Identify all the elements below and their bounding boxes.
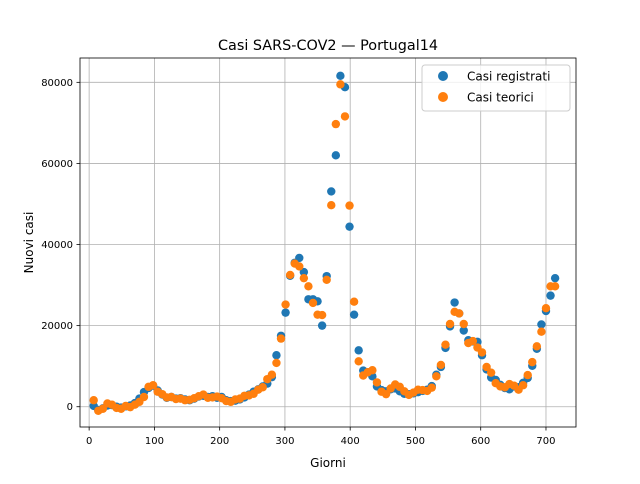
point-casi-teorici	[354, 357, 363, 366]
point-casi-registrati	[550, 273, 560, 283]
point-casi-teorici	[281, 300, 290, 309]
point-casi-teorici	[445, 319, 455, 329]
point-casi-teorici	[148, 381, 158, 390]
point-casi-teorici	[523, 370, 532, 380]
x-tick-label: 0	[86, 436, 92, 447]
y-tick-label: 20000	[41, 321, 73, 332]
point-casi-teorici	[528, 357, 537, 367]
point-casi-teorici	[299, 273, 309, 283]
point-casi-teorici	[258, 383, 267, 392]
y-tick-label: 0	[67, 402, 73, 413]
point-casi-teorici	[331, 119, 341, 129]
point-casi-registrati	[345, 222, 354, 231]
point-casi-registrati	[349, 310, 359, 319]
point-casi-teorici	[482, 362, 491, 372]
legend-marker-casi-teorici	[438, 92, 448, 102]
legend-label-casi-teorici: Casi teorici	[467, 91, 534, 105]
point-casi-registrati	[281, 308, 290, 317]
legend-marker-casi-registrati	[438, 71, 448, 81]
point-casi-teorici	[276, 334, 286, 343]
point-casi-teorici	[459, 319, 468, 329]
point-casi-teorici	[518, 381, 528, 390]
point-casi-registrati	[295, 253, 304, 263]
point-casi-teorici	[427, 383, 436, 392]
x-tick-label: 300	[275, 436, 294, 447]
point-casi-registrati	[331, 151, 341, 160]
point-casi-teorici	[537, 327, 546, 336]
point-casi-teorici	[304, 282, 313, 291]
chart-title: Casi SARS-COV2 — Portugal14	[218, 38, 438, 54]
point-casi-registrati	[336, 71, 345, 81]
point-casi-teorici	[432, 372, 441, 381]
legend-box	[421, 64, 571, 112]
series-1	[89, 80, 560, 415]
legend-label-casi-registrati: Casi registrati	[467, 70, 550, 84]
grid	[80, 58, 576, 427]
point-casi-teorici	[322, 275, 331, 285]
point-casi-registrati	[537, 320, 546, 329]
point-casi-teorici	[285, 270, 295, 280]
point-casi-teorici	[372, 378, 382, 387]
point-casi-registrati	[354, 346, 363, 355]
point-casi-teorici	[272, 358, 281, 368]
x-tick-label: 500	[406, 436, 425, 447]
point-casi-registrati	[299, 267, 309, 277]
point-casi-teorici	[317, 310, 327, 320]
point-casi-teorici	[327, 200, 336, 210]
x-axis-label: Giorni	[310, 456, 346, 470]
axes-frame	[79, 57, 577, 428]
point-casi-teorici	[267, 370, 277, 379]
point-casi-teorici	[477, 348, 487, 357]
point-casi-teorici	[532, 342, 542, 351]
point-casi-registrati	[450, 298, 459, 307]
data-points	[89, 71, 560, 415]
point-casi-registrati	[327, 187, 336, 196]
point-casi-teorici	[550, 282, 560, 291]
x-tick-label: 100	[145, 436, 164, 447]
point-casi-teorici	[436, 360, 446, 370]
point-casi-teorici	[308, 298, 318, 308]
y-axis-ticks: 0 20000 40000 60000 80000	[41, 78, 80, 413]
point-casi-teorici	[441, 340, 450, 349]
x-tick-label: 700	[536, 436, 555, 447]
point-casi-teorici	[381, 389, 391, 399]
point-casi-registrati	[459, 326, 468, 335]
point-casi-teorici	[468, 336, 478, 346]
point-casi-teorici	[368, 366, 377, 375]
x-tick-label: 400	[341, 436, 360, 447]
point-casi-teorici	[89, 396, 98, 405]
y-axis-label: Nuovi casi	[22, 212, 36, 274]
x-tick-label: 200	[210, 436, 229, 447]
y-tick-label: 60000	[41, 159, 73, 170]
point-casi-teorici	[139, 392, 149, 402]
legend: Casi registrati Casi teorici	[421, 64, 571, 112]
y-tick-label: 80000	[41, 78, 73, 89]
point-casi-teorici	[349, 297, 359, 306]
point-casi-teorici	[454, 309, 464, 318]
point-casi-registrati	[546, 291, 555, 300]
point-casi-registrati	[317, 321, 327, 330]
x-tick-label: 600	[471, 436, 490, 447]
point-casi-teorici	[340, 112, 350, 121]
point-casi-registrati	[272, 351, 281, 360]
x-axis-ticks: 0 100 200 300 400 500 600 700	[86, 427, 556, 447]
point-casi-teorici	[295, 262, 304, 271]
point-casi-teorici	[486, 368, 496, 377]
point-casi-teorici	[541, 303, 551, 313]
y-tick-label: 40000	[41, 240, 73, 251]
point-casi-teorici	[336, 80, 345, 89]
point-casi-teorici	[345, 201, 354, 210]
